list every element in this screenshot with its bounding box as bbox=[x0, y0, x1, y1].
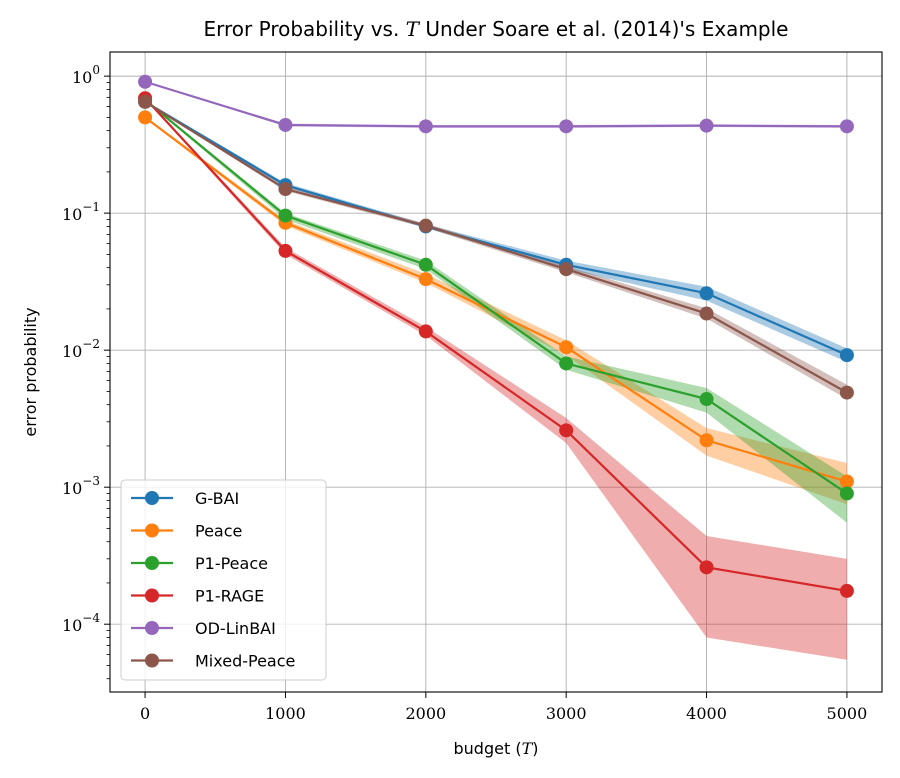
legend-marker bbox=[145, 588, 159, 603]
line-p1-rage bbox=[144, 97, 848, 592]
x-tick-label: 4000 bbox=[686, 704, 727, 723]
line-p1-peace bbox=[144, 99, 848, 495]
legend[interactable]: G-BAI Peace P1-Peace P1-RAGE OD-LinBAI Mixed-… bbox=[120, 479, 327, 681]
y-tick-label: 10−2 bbox=[62, 337, 100, 361]
point-mixed-peace bbox=[138, 94, 153, 109]
confidence-bands bbox=[145, 81, 847, 660]
point-mixed-peace bbox=[418, 218, 433, 233]
legend-item-mixed-peace[interactable]: Mixed-Peace bbox=[131, 652, 295, 671]
legend-label: P1-Peace bbox=[195, 554, 268, 573]
x-tick-label: 0 bbox=[140, 704, 150, 723]
point-p1-peace bbox=[559, 356, 574, 371]
point-od-linbai bbox=[559, 119, 574, 134]
band-p1-rage bbox=[145, 97, 847, 660]
legend-marker bbox=[145, 653, 159, 668]
legend-label: G-BAI bbox=[195, 489, 239, 508]
point-p1-rage bbox=[699, 560, 714, 575]
legend-marker bbox=[145, 491, 159, 505]
legend-item-p1-rage[interactable]: P1-RAGE bbox=[131, 587, 264, 606]
point-p1-peace bbox=[839, 486, 854, 501]
legend-box bbox=[120, 479, 327, 681]
point-mixed-peace bbox=[839, 385, 854, 400]
x-tick-label: 1000 bbox=[265, 704, 306, 723]
legend-item-g-bai[interactable]: G-BAI bbox=[131, 489, 239, 508]
legend-item-p1-peace[interactable]: P1-Peace bbox=[131, 554, 268, 573]
point-mixed-peace bbox=[699, 306, 714, 321]
series-points bbox=[138, 74, 854, 598]
x-axis-ticks: 0 1000 2000 3000 4000 5000 bbox=[140, 692, 867, 723]
legend-label: P1-RAGE bbox=[195, 587, 264, 606]
point-mixed-peace bbox=[559, 262, 574, 277]
legend-item-peace[interactable]: Peace bbox=[131, 522, 242, 541]
point-mixed-peace bbox=[278, 182, 293, 197]
legend-item-od-linbai[interactable]: OD-LinBAI bbox=[131, 619, 276, 638]
series-lines bbox=[144, 80, 848, 592]
point-peace bbox=[138, 110, 153, 125]
legend-marker bbox=[145, 556, 159, 570]
line-mixed-peace bbox=[144, 100, 848, 394]
x-tick-label: 3000 bbox=[546, 704, 587, 723]
point-p1-rage bbox=[278, 243, 293, 258]
band-mixed-peace bbox=[145, 100, 847, 400]
point-peace bbox=[699, 433, 714, 448]
point-p1-peace bbox=[699, 392, 714, 407]
grid bbox=[110, 52, 882, 692]
point-g-bai bbox=[839, 348, 854, 363]
point-g-bai bbox=[699, 286, 714, 301]
point-od-linbai bbox=[278, 117, 293, 132]
y-tick-label: 100 bbox=[72, 63, 100, 87]
y-tick-label: 10−3 bbox=[62, 474, 100, 498]
legend-label: OD-LinBAI bbox=[195, 619, 276, 638]
legend-label: Mixed-Peace bbox=[195, 652, 295, 671]
band-p1-peace bbox=[145, 99, 847, 523]
point-p1-rage bbox=[559, 423, 574, 438]
point-peace bbox=[418, 272, 433, 287]
y-axis-ticks: 100 10−1 10−2 10−3 10−4 bbox=[62, 63, 110, 680]
point-p1-peace bbox=[278, 208, 293, 223]
legend-marker bbox=[145, 523, 159, 538]
point-od-linbai bbox=[699, 118, 714, 133]
x-axis-label: budget (T) bbox=[454, 739, 539, 758]
line-od-linbai bbox=[144, 80, 847, 128]
point-p1-peace bbox=[418, 257, 433, 272]
legend-marker bbox=[145, 621, 159, 635]
band-peace bbox=[145, 116, 847, 505]
chart-title: Error Probability vs. T Under Soare et a… bbox=[204, 17, 789, 41]
point-peace bbox=[559, 340, 574, 355]
point-od-linbai bbox=[418, 119, 433, 134]
point-peace bbox=[839, 474, 854, 489]
y-tick-label: 10−4 bbox=[62, 611, 100, 635]
line-g-bai bbox=[144, 100, 848, 357]
x-tick-label: 5000 bbox=[827, 704, 868, 723]
point-p1-rage bbox=[839, 583, 854, 598]
y-axis-label: error probability bbox=[21, 307, 40, 436]
legend-label: Peace bbox=[195, 522, 242, 541]
y-tick-label: 10−1 bbox=[62, 200, 100, 224]
x-tick-label: 2000 bbox=[405, 704, 446, 723]
plot-frame bbox=[109, 51, 883, 693]
point-p1-rage bbox=[418, 324, 433, 339]
point-od-linbai bbox=[138, 74, 153, 89]
point-od-linbai bbox=[839, 119, 854, 134]
